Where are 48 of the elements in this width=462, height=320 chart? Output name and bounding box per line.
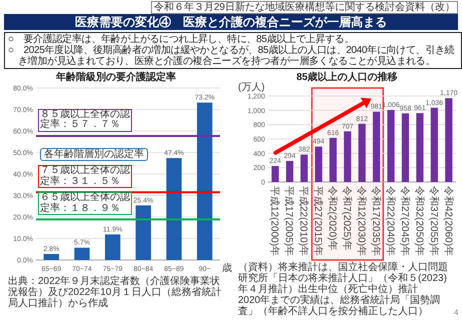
x-tick-label: 令和17(2035)年 xyxy=(370,186,382,256)
x-tick-label: 令和37(2055)年 xyxy=(428,186,440,256)
x-tick-label: 令和2(2020)年 xyxy=(326,186,339,250)
annotation: 各年齢階層別の認定率 xyxy=(40,148,148,161)
bar xyxy=(44,254,59,260)
bar xyxy=(329,138,337,182)
text: 医療需要の変化④ 医療と介護の複合ニーズが一層高まる xyxy=(4,14,458,30)
ref-line-label: ７５歳以上全体の認定率：３１．５％ xyxy=(38,165,132,188)
bar xyxy=(136,205,151,260)
text: 2020年までの実績は、総務省統計局「国勢調査」（年齢不詳人口を按分補正した人口） xyxy=(238,295,442,317)
x-tick-label: 令和32(2050)年 xyxy=(413,186,426,256)
x-tick-label: 平成12(2000)年 xyxy=(268,186,281,256)
bar xyxy=(286,160,294,182)
bar xyxy=(315,146,322,182)
bar xyxy=(105,234,120,260)
y-axis-title: (万人) xyxy=(238,82,265,93)
x-tick-label: 令和22(2040)年 xyxy=(384,186,396,256)
bar xyxy=(416,113,424,182)
x-tick-label: 平成17(2005)年 xyxy=(283,186,296,256)
bar xyxy=(358,124,366,182)
chart-title: 年齢階級別の要介護認定率 xyxy=(55,71,176,83)
ref-line-label: ８５歳以上全体の認定率：５７．７％ xyxy=(38,108,132,132)
text: 令和６年３月29日新たな地域医療構想等に関する検討会資料（改） xyxy=(150,1,458,14)
x-axis-title: 歳 xyxy=(222,263,232,274)
bar xyxy=(344,131,352,182)
x-tick-label: 平成27(2015)年 xyxy=(312,186,324,256)
bar xyxy=(300,154,308,182)
text: （資料）将来推計は、国立社会保障・人口問題研究所「日本の将来推計人口」（令和５(2023)年４月推計）出生中位（死亡中位）推計 xyxy=(238,262,449,295)
bar xyxy=(74,248,90,260)
source-note: 出典：2022年９月末認定者数（介護保険事業状況報告）及び2022年10月１日人口（総務省統計局人口推計）から作成 xyxy=(8,276,222,309)
bar xyxy=(372,112,380,182)
x-tick-label: 令和7(2025)年 xyxy=(341,186,354,250)
bar xyxy=(197,102,212,260)
x-tick-label: 令和27(2045)年 xyxy=(398,186,411,256)
bar xyxy=(166,158,182,260)
ref-line-label: ６５歳以上全体の認定率：１８．９％ xyxy=(38,192,132,216)
text: 4 xyxy=(454,308,458,317)
x-tick-label: 平成22(2010)年 xyxy=(298,186,310,256)
x-tick-label: 令和12(2030)年 xyxy=(356,186,368,256)
bar xyxy=(387,110,395,182)
chart-title: 85歳以上の人口の推移 xyxy=(296,71,398,83)
text: ○ 要介護認定率は、年齢が上がるにつれ上昇し、特に、85歳以上で上昇する。 xyxy=(8,34,356,45)
bar xyxy=(430,108,438,182)
x-tick-label: 令和42(2060)年 xyxy=(442,186,454,256)
text: ○ 2025年度以降、後期高齢者の増加は緩やかとなるが、85歳以上の人口は、2040年に向けて、引き続き増加が見込まれており、医療と介護の複合ニーズを持つ者が一層多くなることが見込まれる。 xyxy=(8,45,456,67)
bar xyxy=(272,166,279,182)
bar xyxy=(402,113,409,182)
bar xyxy=(445,98,452,182)
